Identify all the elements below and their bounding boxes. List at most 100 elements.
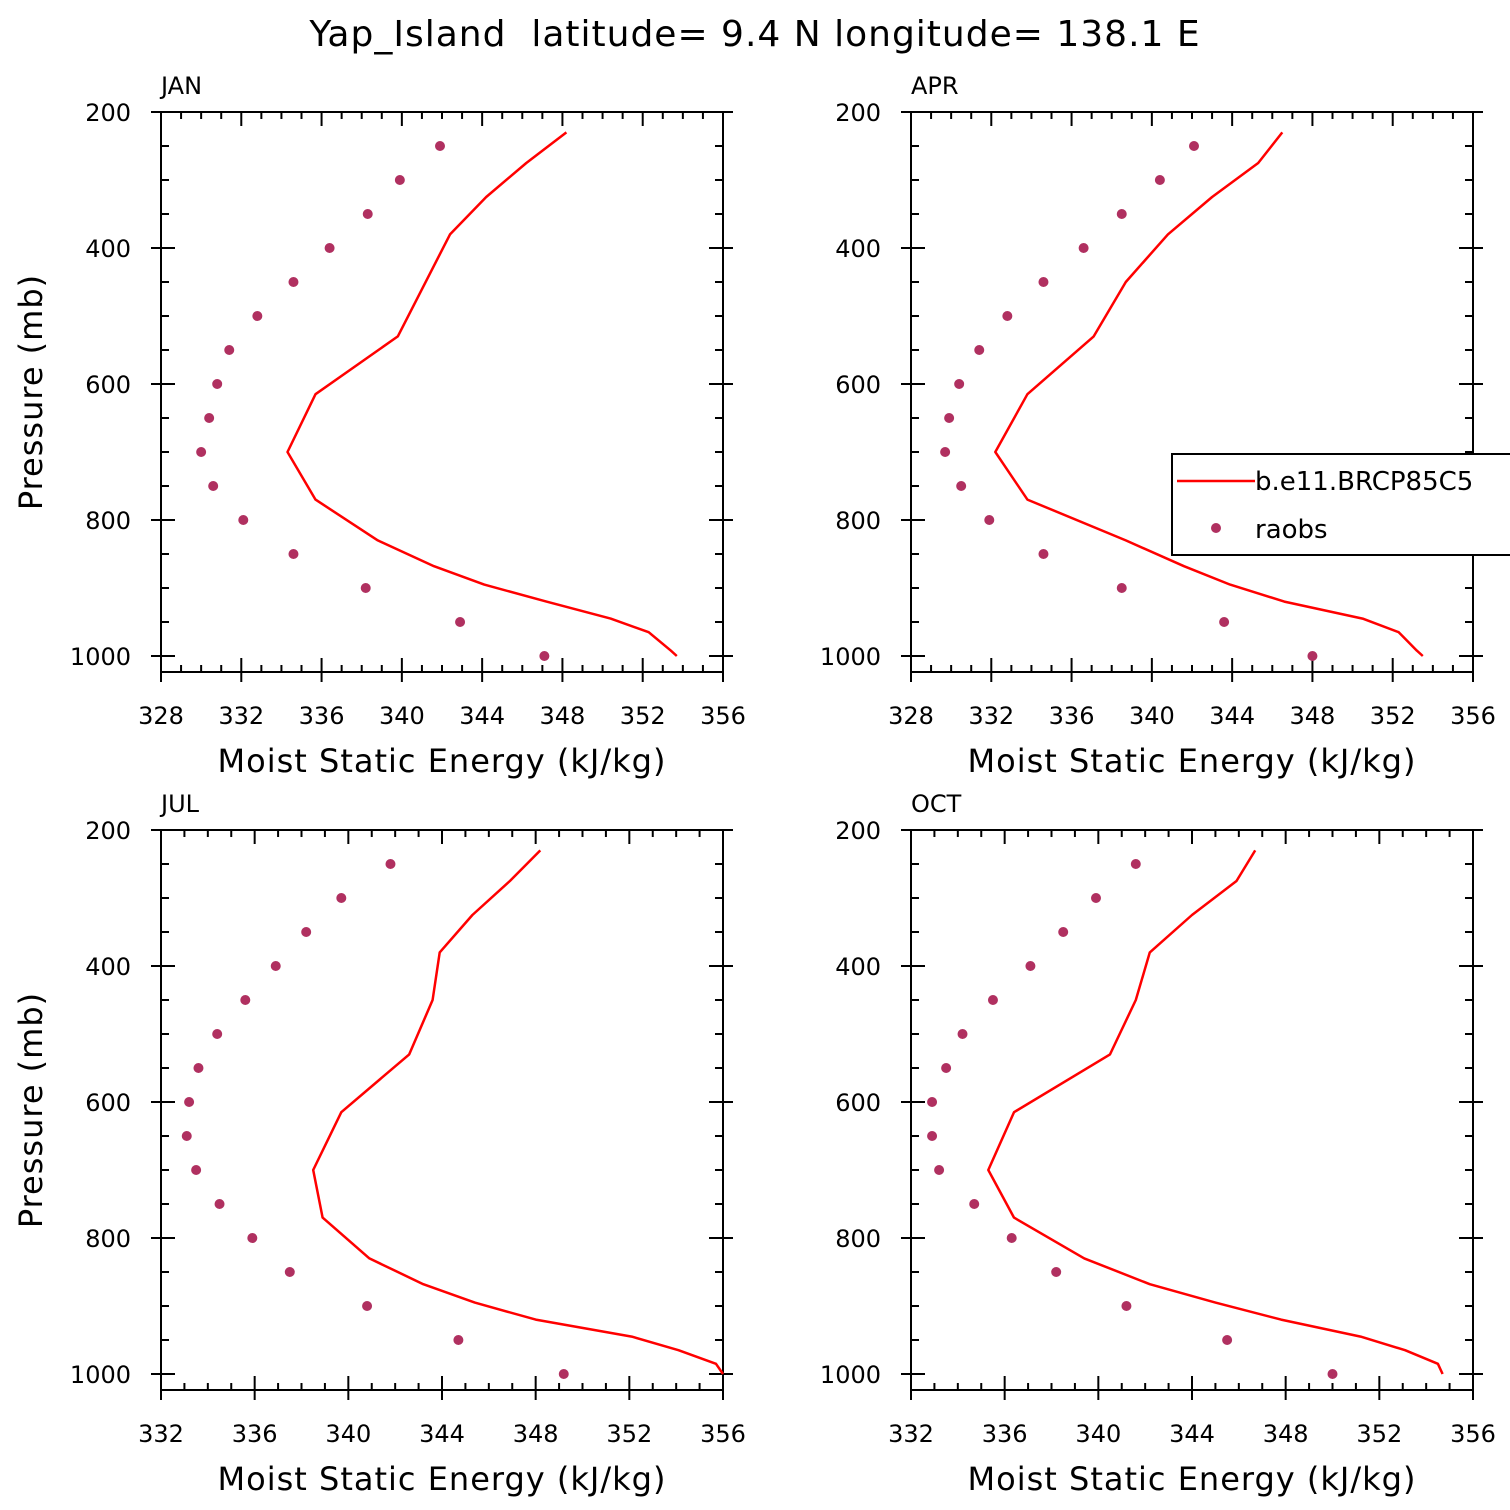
x-axis-label: Moist Static Energy (kJ/kg) bbox=[968, 742, 1417, 780]
raobs-point bbox=[208, 481, 219, 491]
y-tick-label: 800 bbox=[85, 1225, 131, 1253]
y-tick-label: 200 bbox=[835, 817, 881, 845]
x-tick-label: 336 bbox=[299, 702, 345, 730]
raobs-point bbox=[360, 583, 371, 593]
raobs-point bbox=[252, 311, 263, 321]
raobs-point bbox=[974, 345, 985, 355]
x-axis-label: Moist Static Energy (kJ/kg) bbox=[968, 1460, 1417, 1498]
raobs-point bbox=[288, 549, 299, 559]
panel-label: JAN bbox=[159, 72, 202, 100]
raobs-point bbox=[539, 651, 550, 661]
raobs-point bbox=[247, 1233, 258, 1243]
x-tick-label: 348 bbox=[1290, 702, 1336, 730]
x-tick-label: 348 bbox=[513, 1420, 559, 1448]
legend: b.e11.BRCP85C5 raobs bbox=[1171, 453, 1510, 556]
x-tick-label: 348 bbox=[1263, 1420, 1309, 1448]
raobs-point bbox=[984, 515, 995, 525]
raobs-point bbox=[1058, 927, 1069, 937]
panel-apr: APR 328 332 336 340 344 348 352 356 200 400 600 800 1… bbox=[820, 72, 1496, 780]
x-tick-label: 344 bbox=[419, 1420, 465, 1448]
raobs-point bbox=[1038, 549, 1049, 559]
x-axis-label: Moist Static Energy (kJ/kg) bbox=[218, 742, 667, 780]
raobs-point bbox=[1078, 243, 1089, 253]
raobs-point bbox=[288, 277, 299, 287]
y-tick-label: 800 bbox=[835, 507, 881, 535]
raobs-point bbox=[987, 995, 998, 1005]
x-tick-label: 356 bbox=[700, 1420, 746, 1448]
y-tick-label: 1000 bbox=[820, 643, 881, 671]
x-tick-label: 336 bbox=[982, 1420, 1028, 1448]
x-tick-label: 344 bbox=[1209, 702, 1255, 730]
y-tick-label: 800 bbox=[85, 507, 131, 535]
raobs-point bbox=[1025, 961, 1036, 971]
raobs-point bbox=[934, 1165, 945, 1175]
raobs-point bbox=[1002, 311, 1013, 321]
x-tick-label: 332 bbox=[968, 702, 1014, 730]
raobs-point bbox=[434, 141, 445, 151]
raobs-point bbox=[1130, 859, 1141, 869]
raobs-point bbox=[1090, 893, 1101, 903]
y-tick-label: 400 bbox=[835, 953, 881, 981]
y-tick-label: 200 bbox=[835, 99, 881, 127]
raobs-point bbox=[214, 1199, 225, 1209]
x-tick-label: 344 bbox=[459, 702, 505, 730]
y-tick-label: 400 bbox=[835, 235, 881, 263]
y-tick-label: 1000 bbox=[70, 643, 131, 671]
panel-jan: JAN 328 332 336 340 344 348 352 356 200 400 600 800 1… bbox=[12, 72, 746, 780]
y-tick-label: 200 bbox=[85, 99, 131, 127]
raobs-point bbox=[270, 961, 281, 971]
x-tick-label: 340 bbox=[1129, 702, 1175, 730]
y-tick-label: 1000 bbox=[820, 1361, 881, 1389]
raobs-point bbox=[1189, 141, 1200, 151]
model-profile-line bbox=[311, 849, 725, 1375]
x-tick-label: 352 bbox=[606, 1420, 652, 1448]
raobs-point bbox=[1121, 1301, 1132, 1311]
x-tick-label: 332 bbox=[138, 1420, 184, 1448]
raobs-point bbox=[1051, 1267, 1062, 1277]
raobs-point bbox=[181, 1131, 192, 1141]
y-tick-label: 600 bbox=[835, 371, 881, 399]
raobs-point bbox=[191, 1165, 202, 1175]
raobs-point bbox=[944, 413, 955, 423]
panel-label: OCT bbox=[911, 790, 962, 818]
raobs-point bbox=[940, 447, 951, 457]
raobs-point bbox=[394, 175, 405, 185]
model-profile-line bbox=[987, 849, 1444, 1375]
x-tick-label: 352 bbox=[1356, 1420, 1402, 1448]
x-tick-label: 328 bbox=[138, 702, 184, 730]
x-axis-label: Moist Static Energy (kJ/kg) bbox=[218, 1460, 667, 1498]
x-tick-label: 348 bbox=[540, 702, 586, 730]
x-tick-label: 328 bbox=[888, 702, 934, 730]
x-tick-label: 332 bbox=[888, 1420, 934, 1448]
legend-label-model: b.e11.BRCP85C5 bbox=[1255, 467, 1473, 497]
raobs-point bbox=[927, 1097, 938, 1107]
raobs-point bbox=[1327, 1369, 1338, 1379]
raobs-point bbox=[1307, 651, 1318, 661]
raobs-point bbox=[969, 1199, 980, 1209]
y-tick-label: 200 bbox=[85, 817, 131, 845]
raobs-point bbox=[1116, 583, 1127, 593]
plot-frame bbox=[160, 111, 724, 673]
raobs-point bbox=[941, 1063, 952, 1073]
x-tick-label: 356 bbox=[1450, 1420, 1496, 1448]
x-tick-label: 344 bbox=[1169, 1420, 1215, 1448]
figure-title: Yap_Island latitude= 9.4 N longitude= 13… bbox=[308, 14, 1200, 55]
y-tick-label: 400 bbox=[85, 953, 131, 981]
raobs-point bbox=[1219, 617, 1230, 627]
raobs-point bbox=[336, 893, 347, 903]
raobs-point bbox=[362, 1301, 373, 1311]
raobs-point bbox=[1222, 1335, 1233, 1345]
x-tick-label: 340 bbox=[325, 1420, 371, 1448]
raobs-point bbox=[385, 859, 396, 869]
raobs-point bbox=[196, 447, 207, 457]
raobs-point bbox=[453, 1335, 464, 1345]
raobs-point bbox=[284, 1267, 295, 1277]
x-tick-label: 340 bbox=[379, 702, 425, 730]
raobs-point bbox=[957, 1029, 968, 1039]
panel-oct: OCT 332 336 340 344 348 352 356 200 400 600 800 1000… bbox=[820, 790, 1496, 1498]
raobs-point bbox=[212, 379, 223, 389]
panel-jul: JUL 332 336 340 344 348 352 356 200 400 600 800 1000… bbox=[12, 790, 746, 1498]
raobs-point bbox=[324, 243, 335, 253]
legend-box bbox=[1171, 453, 1510, 556]
raobs-point bbox=[455, 617, 466, 627]
